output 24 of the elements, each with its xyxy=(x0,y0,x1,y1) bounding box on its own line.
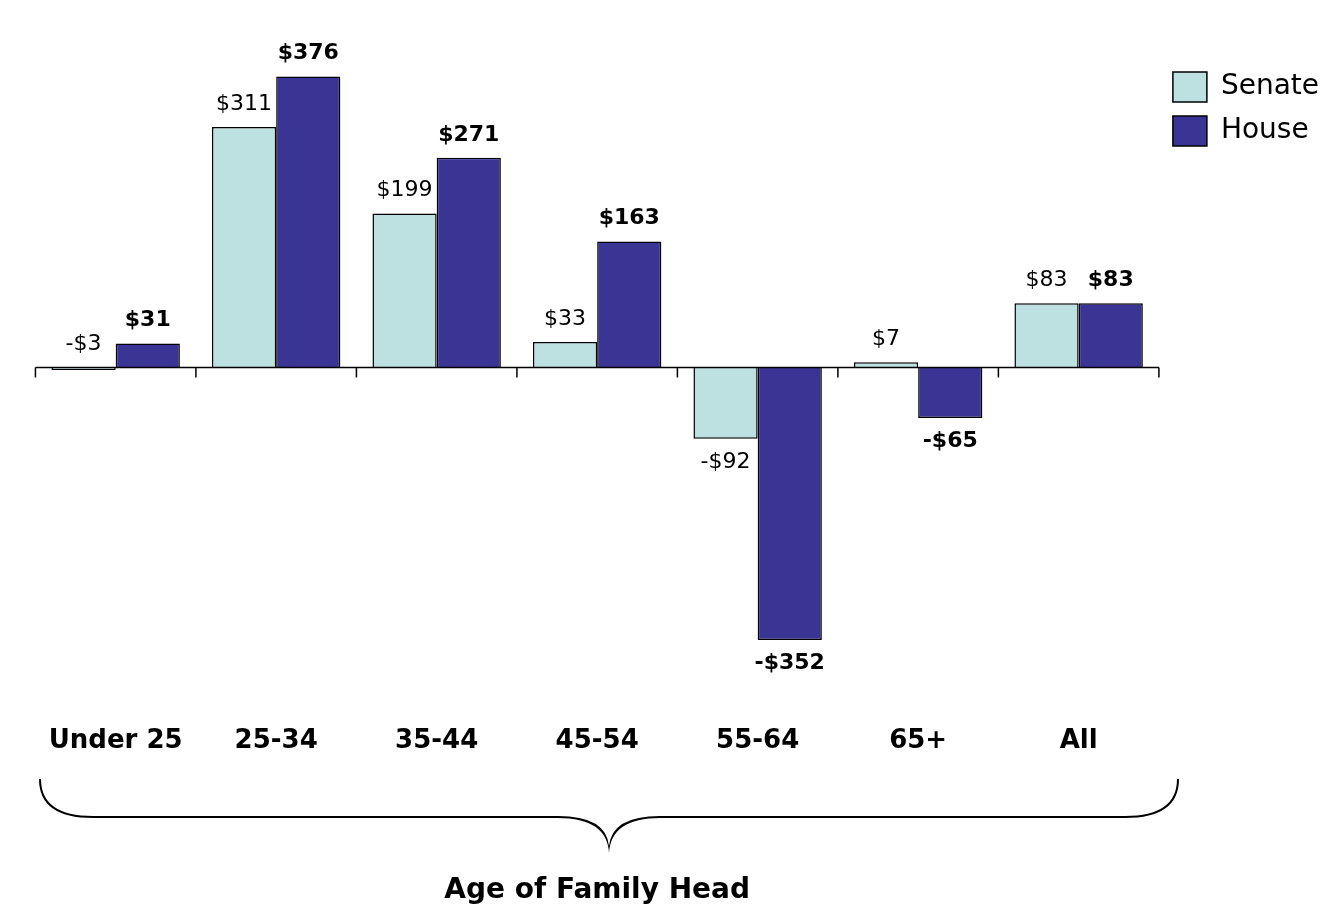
data-label: -$3 xyxy=(65,330,102,356)
data-label: $376 xyxy=(277,39,339,65)
data-label: -$352 xyxy=(754,648,825,674)
data-label: $31 xyxy=(124,306,171,332)
x-tick-label: 55-64 xyxy=(716,723,800,754)
data-label: -$65 xyxy=(922,426,978,452)
x-tick-label: 25-34 xyxy=(234,723,318,754)
x-tick-label: All xyxy=(1059,723,1098,754)
data-label: $83 xyxy=(1087,266,1134,292)
x-tick-label: 45-54 xyxy=(555,723,639,754)
x-tick-label: 65+ xyxy=(889,723,948,754)
data-label: $199 xyxy=(376,176,433,202)
x-tick-label: 35-44 xyxy=(395,723,479,754)
data-label: $7 xyxy=(872,324,901,350)
legend-label: House xyxy=(1220,112,1309,146)
data-label: $163 xyxy=(598,204,660,230)
x-axis-title: Age of Family Head xyxy=(444,872,751,906)
data-label: $33 xyxy=(544,304,587,330)
legend-label: Senate xyxy=(1220,68,1319,102)
data-label: $271 xyxy=(438,120,500,146)
data-label: $311 xyxy=(216,89,273,115)
data-label: -$92 xyxy=(700,447,751,473)
data-label: $83 xyxy=(1025,266,1068,292)
x-tick-label: Under 25 xyxy=(48,723,183,754)
